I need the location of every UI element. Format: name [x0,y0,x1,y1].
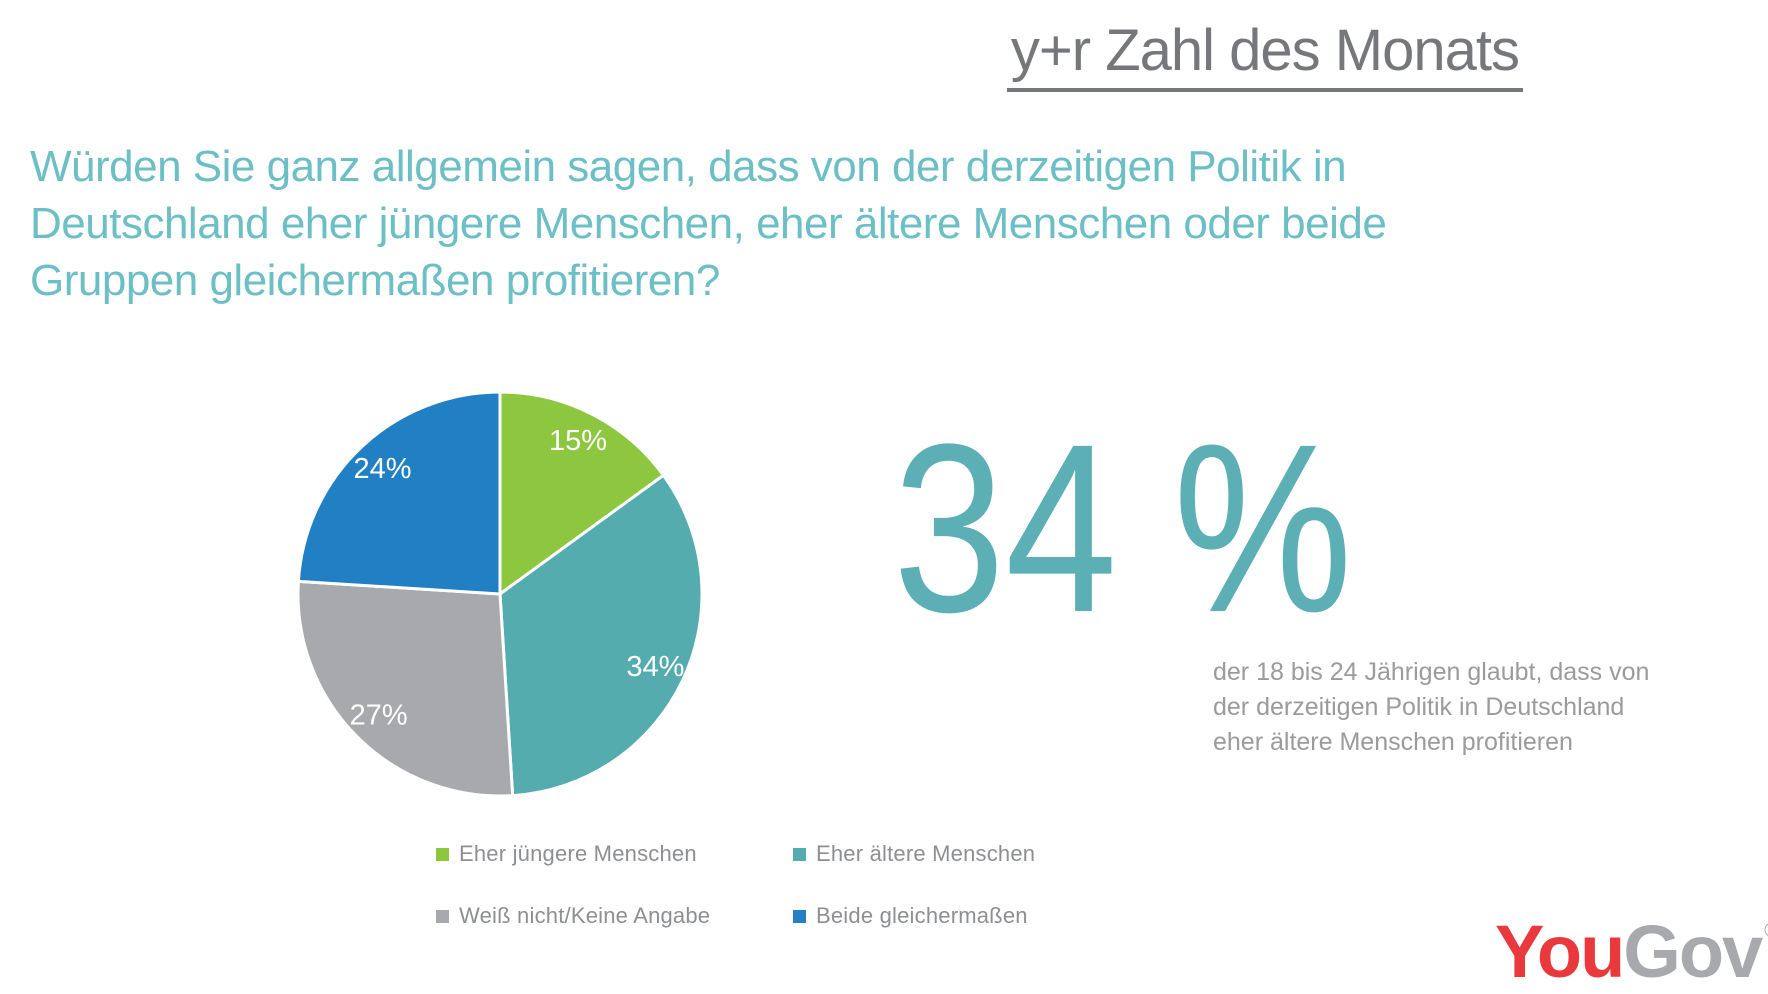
highlight-description: der 18 bis 24 Jährigen glaubt, dass von … [1213,655,1649,760]
description-line-3: eher ältere Menschen profitieren [1213,728,1573,756]
legend-item-0: Eher jüngere Menschen [436,841,793,867]
legend-swatch-icon [793,909,806,923]
pie-data-label-2: 27% [350,699,408,731]
legend-swatch-icon [793,847,806,861]
question-line-2: Deutschland eher jüngere Menschen, eher … [30,199,1387,248]
logo-text-you: You [1495,910,1625,993]
legend-item-1: Eher ältere Menschen [793,841,1035,867]
pie-data-label-1: 34% [626,651,684,683]
pie-data-label-3: 24% [353,453,411,485]
pie-slice-1 [498,473,704,798]
description-line-1: der 18 bis 24 Jährigen glaubt, dass von [1213,658,1650,686]
legend-item-3: Beide gleichermaßen [793,903,1035,929]
legend-label: Eher jüngere Menschen [459,841,697,866]
legend: Eher jüngere Menschen Eher ältere Mensche… [436,841,1035,929]
survey-question: Würden Sie ganz allgemein sagen, dass vo… [30,138,1387,309]
pie-data-label-0: 15% [549,425,607,457]
legend-label: Beide gleichermaßen [816,903,1028,928]
legend-swatch-icon [436,909,449,923]
legend-item-2: Weiß nicht/Keine Angabe [436,903,793,929]
description-line-2: der derzeitigen Politik in Deutschland [1213,693,1625,721]
logo-text-gov: Gov [1623,910,1763,993]
pie-chart: 15% 34% 27% 24% [296,390,704,798]
legend-label: Eher ältere Menschen [816,841,1036,866]
highlight-stat: 34 % [893,394,1353,662]
pie-slice-0 [498,390,665,596]
yougov-logo: YouGov® [1495,915,1768,989]
legend-label: Weiß nicht/Keine Angabe [459,903,711,928]
question-line-3: Gruppen gleichermaßen profitieren? [30,256,720,305]
question-line-1: Würden Sie ganz allgemein sagen, dass vo… [30,142,1347,191]
pie-slice-3 [296,390,502,596]
pie-slice-2 [296,579,515,798]
legend-swatch-icon [436,847,449,861]
page-title: y+r Zahl des Monats [1006,16,1523,92]
registered-trademark-icon: ® [1764,921,1768,941]
